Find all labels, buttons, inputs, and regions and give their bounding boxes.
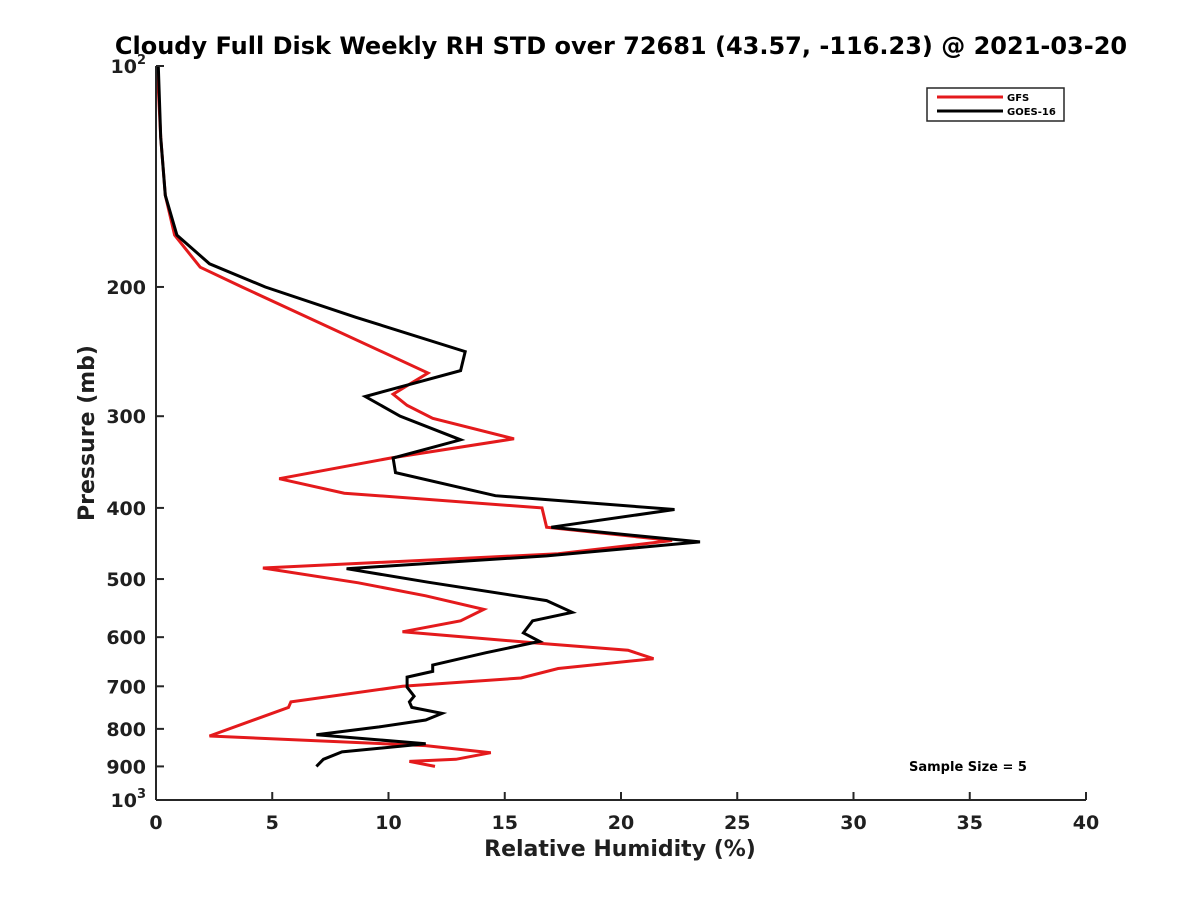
x-tick-label: 35 xyxy=(957,812,983,834)
x-tick-label: 30 xyxy=(840,812,866,834)
x-tick-label: 0 xyxy=(149,812,162,834)
y-tick-label: 500 xyxy=(106,569,146,591)
y-tick-label: 103 xyxy=(111,787,147,812)
legend-label-goes-16: GOES-16 xyxy=(1007,107,1056,118)
y-axis-label: Pressure (mb) xyxy=(75,345,100,521)
plot-area xyxy=(155,65,701,768)
y-tick-label: 300 xyxy=(106,406,146,428)
x-tick-label: 15 xyxy=(492,812,518,834)
x-tick-label: 20 xyxy=(608,812,634,834)
y-tick-label: 900 xyxy=(106,756,146,778)
y-tick-label: 102 xyxy=(111,53,147,78)
y-tick-label: 600 xyxy=(106,627,146,649)
chart-title: Cloudy Full Disk Weekly RH STD over 7268… xyxy=(115,32,1127,60)
y-tick-label: 200 xyxy=(106,277,146,299)
x-tick-label: 10 xyxy=(375,812,401,834)
series-line-goes-16 xyxy=(156,65,701,768)
x-tick-label: 40 xyxy=(1073,812,1099,834)
legend: GFS GOES-16 xyxy=(926,87,1065,122)
y-tick-label: 800 xyxy=(106,719,146,741)
legend-label-gfs: GFS xyxy=(1007,93,1029,104)
y-tick-label: 400 xyxy=(106,498,146,520)
x-tick-label: 25 xyxy=(724,812,750,834)
y-tick-label: 700 xyxy=(106,676,146,698)
axes: 0 5 10 15 20 25 30 35 40 102 200 300 400 500 600 700 800… xyxy=(106,53,1099,834)
legend-box xyxy=(926,87,1065,122)
series-line-gfs xyxy=(155,65,673,768)
x-axis-label: Relative Humidity (%) xyxy=(484,837,756,862)
sample-size-annotation: Sample Size = 5 xyxy=(909,760,1027,775)
x-tick-label: 5 xyxy=(266,812,279,834)
